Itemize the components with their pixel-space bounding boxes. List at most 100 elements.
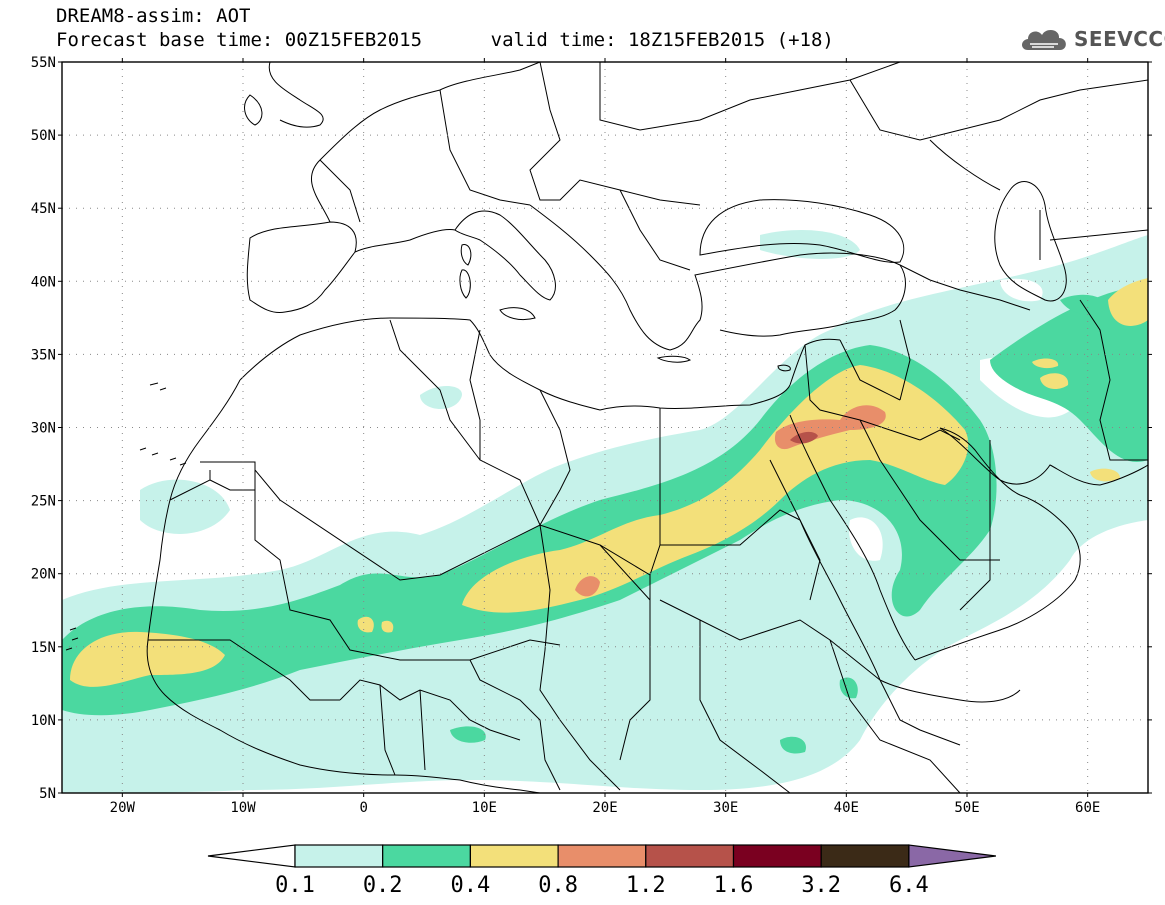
border [379,684,426,776]
aot-field-0.2 [990,280,1148,462]
colorbar-level-label: 0.8 [538,873,578,898]
border [539,389,571,526]
colorbar-level-label: 6.4 [889,873,929,898]
aot-field-1.2 [790,431,818,444]
lon-label: 10W [230,800,256,816]
border [200,461,651,600]
coastline [499,307,536,321]
logo-text: SEEVCCC [1074,27,1165,51]
coastline [699,199,905,263]
coastline [939,427,1148,486]
border [829,639,961,793]
aot-field-0.4 [1040,373,1069,390]
lon-label: 40E [834,800,859,816]
map-title: DREAM8-assim: AOT [56,5,251,27]
border [319,159,361,223]
colorbar-level-label: 0.2 [363,873,403,898]
map-gridlines [62,62,1148,793]
lon-label: 30E [713,800,738,816]
latitude-labels: 55N 50N 45N 40N 35N 30N 25N 20N 15N 10N 5N [31,55,56,802]
coastline [656,355,691,363]
colorbar-labels: 0.1 0.2 0.4 0.8 1.2 1.6 3.2 6.4 [275,873,929,898]
lat-label: 20N [31,567,56,583]
lat-label: 5N [39,786,56,802]
longitude-labels: 20W 10W 0 10E 20E 30E 40E 50E 60E [110,800,1101,816]
aot-field-0.2 [450,726,486,743]
coastline [454,210,556,301]
aot-field-0.1 [140,479,230,534]
aot-field-0.4 [1032,358,1059,369]
border [959,440,991,611]
aot-field-0.4 [357,616,374,633]
border [899,264,1031,311]
aot-field-0.4 [1090,468,1120,482]
seevccc-logo: SEEVCCC [1018,24,1165,54]
coastlines-and-borders [65,62,1148,793]
colorbar-swatch [557,844,647,868]
coastline [994,181,1067,302]
axis-ticks [58,58,1152,797]
border [529,62,701,206]
border [469,329,541,526]
lon-label: 20E [592,800,617,816]
coastline [460,244,472,266]
colorbar-level-label: 1.2 [626,873,666,898]
lat-label: 15N [31,640,56,656]
aot-field-0.1 [420,385,462,410]
colorbar-swatch [382,844,472,868]
aot-field-clear [1000,278,1043,302]
coastline [769,459,881,681]
colorbar-high-arrow [908,844,996,868]
coastline [146,379,521,791]
border [859,419,1000,561]
coastline [239,317,791,411]
aot-field-0.2 [62,345,997,716]
border [699,620,791,793]
lat-label: 55N [31,55,56,71]
coastline [879,679,1021,703]
aot-colorbar [207,844,996,868]
border [254,470,561,661]
aot-field-0.8 [575,576,600,597]
colorbar-level-label: 0.4 [451,873,491,898]
lat-label: 30N [31,421,56,437]
forecast-time-subtitle: Forecast base time: 00Z15FEB2015 valid t… [56,29,834,51]
coastline [354,229,456,253]
colorbar-swatch [294,844,384,868]
lat-label: 40N [31,274,56,290]
coastline [244,94,263,126]
lat-label: 45N [31,201,56,217]
border [899,319,961,441]
aot-field-0.2 [780,736,806,754]
lat-label: 35N [31,347,56,363]
lon-label: 0 [359,800,367,816]
colorbar-level-label: 3.2 [801,873,841,898]
coastline [310,62,541,223]
colorbar-low-arrow [207,844,296,868]
coastline [65,627,79,651]
border [804,344,921,441]
border [599,544,651,761]
lon-label: 10E [472,800,497,816]
border [649,509,801,576]
lon-label: 20W [110,800,136,816]
lon-label: 50E [954,800,979,816]
border [469,659,561,791]
coastline [529,204,906,351]
border [879,679,961,746]
coastline [789,414,916,661]
border [839,339,901,401]
border [1039,210,1148,461]
coastline [777,364,791,372]
lat-label: 10N [31,713,56,729]
border [439,89,531,206]
coastline [914,427,1081,661]
lat-label: 25N [31,494,56,510]
colorbar-swatch [820,844,910,868]
border [619,189,691,271]
coastline [139,382,187,466]
border [539,524,621,791]
border [148,639,340,701]
aot-field-0.4 [381,620,394,633]
coastline [268,62,324,128]
